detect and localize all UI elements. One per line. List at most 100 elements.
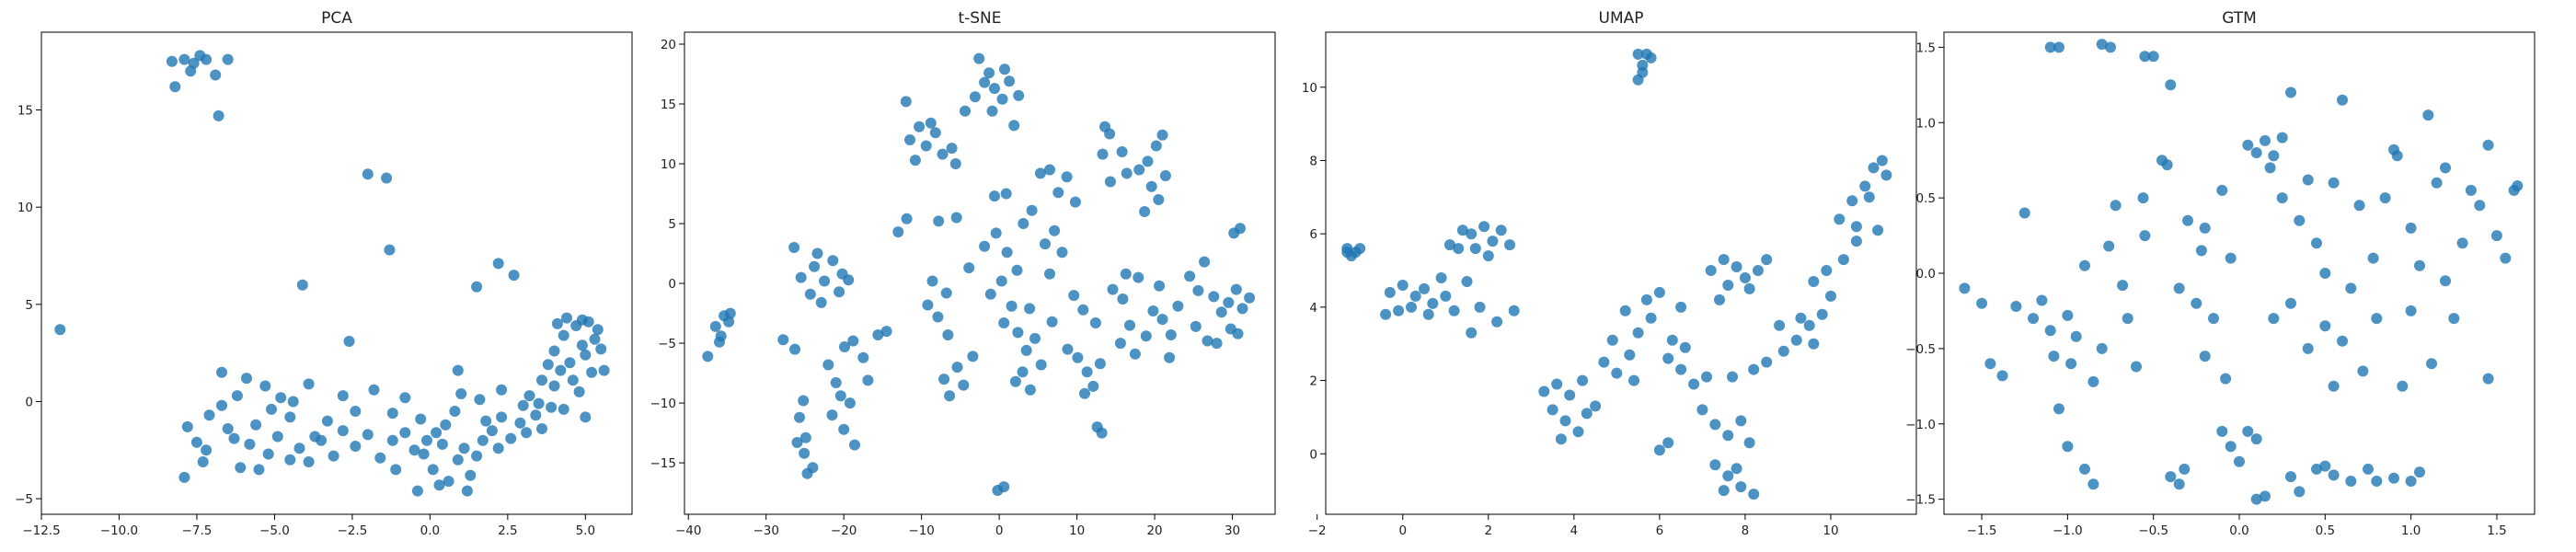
data-point xyxy=(530,409,542,421)
data-point xyxy=(427,464,439,476)
data-point xyxy=(1190,320,1202,332)
data-point xyxy=(1834,213,1846,225)
data-point xyxy=(399,392,411,404)
data-point xyxy=(1731,261,1742,272)
x-tick-label: 6 xyxy=(1656,523,1664,538)
data-point xyxy=(1774,319,1786,331)
data-point xyxy=(293,443,305,454)
data-point xyxy=(989,83,1000,95)
x-tick-label: 2 xyxy=(1484,523,1492,538)
data-point xyxy=(857,351,869,363)
y-tick-label: 0 xyxy=(668,277,676,292)
x-tick-label: 0.5 xyxy=(2316,523,2335,538)
data-point xyxy=(834,390,846,402)
data-point xyxy=(362,429,374,441)
scatter-points xyxy=(1959,39,2524,505)
data-point xyxy=(1984,358,1996,370)
scatter-points xyxy=(1341,48,1892,500)
x-tick-label: 10 xyxy=(1069,523,1085,538)
data-point xyxy=(1124,319,1135,331)
panel-umap: UMAP −2 0 2 4 6 8 10 0 2 4 6 8 10 xyxy=(1302,9,1917,538)
data-point xyxy=(2311,463,2322,475)
data-point xyxy=(1020,344,1032,356)
data-point xyxy=(1049,224,1061,236)
y-tick-label: 4 xyxy=(1309,301,1317,316)
data-point xyxy=(1837,254,1849,266)
data-point xyxy=(1590,400,1602,412)
data-point xyxy=(222,53,234,65)
data-point xyxy=(1761,356,1773,368)
data-point xyxy=(950,212,962,224)
data-point xyxy=(166,55,178,67)
data-point xyxy=(2319,460,2331,472)
data-point xyxy=(1232,328,1244,339)
panel-pca: PCA −12.5 −10.0 −7.5 −5.0 −2.5 0.0 2.5 5.0 −5 0 5 10… xyxy=(15,9,633,538)
data-point xyxy=(1632,48,1644,60)
data-point xyxy=(2199,222,2211,234)
data-point xyxy=(508,270,520,282)
y-tick-label: 15 xyxy=(17,104,33,119)
data-point xyxy=(1564,389,1576,401)
data-point xyxy=(567,374,579,386)
data-point xyxy=(989,190,1000,202)
data-point xyxy=(922,299,934,311)
data-point xyxy=(551,317,563,329)
data-point xyxy=(2276,132,2288,144)
data-point xyxy=(2456,237,2468,249)
data-point xyxy=(996,93,1008,105)
data-point xyxy=(1559,415,1571,427)
data-point xyxy=(960,105,971,117)
data-point xyxy=(1996,370,2008,382)
data-point xyxy=(789,343,800,355)
data-point xyxy=(1748,489,1760,500)
data-point xyxy=(1876,155,1888,167)
data-point xyxy=(589,333,601,345)
data-point xyxy=(2512,180,2524,191)
data-point xyxy=(1018,218,1029,229)
data-point xyxy=(386,408,398,420)
data-point xyxy=(809,260,821,272)
y-tick-label: 5 xyxy=(668,217,676,232)
data-point xyxy=(1645,312,1657,324)
data-point xyxy=(983,67,995,79)
data-point xyxy=(284,411,296,423)
data-point xyxy=(1598,356,1610,368)
data-point xyxy=(598,364,610,376)
data-point xyxy=(1427,297,1439,309)
data-point xyxy=(1718,254,1730,266)
data-point xyxy=(1790,334,1802,346)
data-point xyxy=(714,336,725,348)
data-point xyxy=(266,403,277,415)
data-point xyxy=(1859,180,1871,192)
y-tick-label: 20 xyxy=(661,38,676,52)
data-point xyxy=(368,384,380,396)
data-point xyxy=(2482,139,2494,151)
data-point xyxy=(2079,463,2090,475)
data-point xyxy=(381,172,393,184)
y-tick-label: 5 xyxy=(25,298,33,313)
data-point xyxy=(2199,351,2211,362)
data-point xyxy=(1235,223,1246,235)
data-point xyxy=(546,401,558,413)
data-point xyxy=(914,121,926,132)
data-point xyxy=(1035,359,1047,371)
data-point xyxy=(303,456,315,467)
data-point xyxy=(1443,239,1455,251)
data-point xyxy=(904,134,915,145)
data-point xyxy=(702,351,714,362)
data-point xyxy=(1079,387,1090,399)
data-point xyxy=(1469,243,1481,255)
data-point xyxy=(967,351,979,362)
data-point xyxy=(2122,313,2133,325)
data-point xyxy=(328,450,339,462)
y-tick-label: 10 xyxy=(1302,81,1317,96)
data-point xyxy=(1419,282,1430,294)
data-point xyxy=(1142,155,1154,167)
data-point xyxy=(1821,265,1833,276)
data-point xyxy=(586,366,598,378)
data-point xyxy=(496,411,508,423)
data-point xyxy=(827,255,839,267)
data-point xyxy=(1172,300,1184,312)
data-point xyxy=(1846,195,1858,207)
data-point xyxy=(1466,228,1478,240)
